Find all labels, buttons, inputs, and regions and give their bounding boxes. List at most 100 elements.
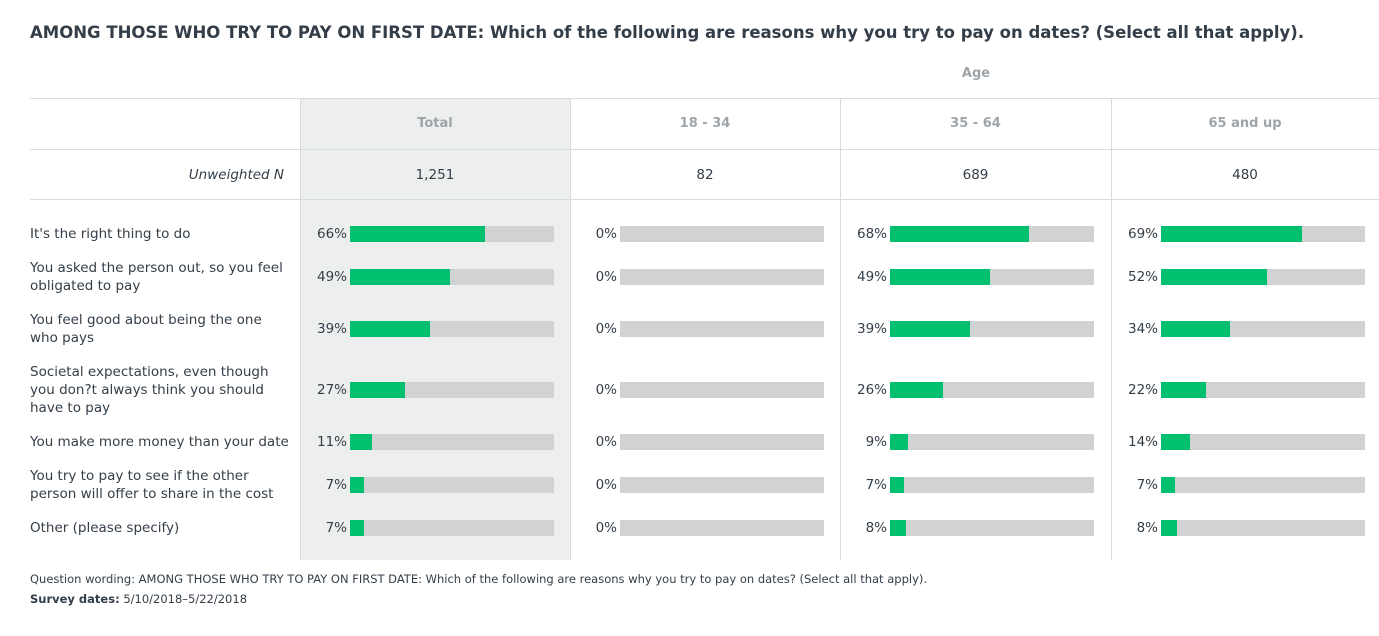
- bar-track: [620, 226, 824, 242]
- bar: [890, 434, 908, 450]
- bar-track: [620, 382, 824, 398]
- bar-track: [890, 434, 1094, 450]
- column-header: 18 - 34: [679, 116, 731, 131]
- row-label: Other (please specify): [30, 520, 180, 536]
- bar: [890, 269, 990, 285]
- percent-label: 0%: [595, 477, 617, 493]
- column-divider: [300, 99, 301, 560]
- percent-label: 69%: [1127, 226, 1158, 242]
- percent-label: 27%: [316, 382, 347, 398]
- column-header: 35 - 64: [950, 116, 1001, 131]
- percent-label: 11%: [316, 434, 347, 450]
- bar-track: [1161, 434, 1365, 450]
- n-row-bottom-rule: [30, 199, 1379, 200]
- bar: [350, 382, 405, 398]
- bar-track: [890, 321, 1094, 337]
- chart-title: AMONG THOSE WHO TRY TO PAY ON FIRST DATE…: [30, 23, 1305, 42]
- bar-track: [890, 226, 1094, 242]
- bar: [350, 226, 485, 242]
- bar: [350, 477, 364, 493]
- bar: [350, 434, 372, 450]
- bar-track: [350, 477, 554, 493]
- percent-label: 8%: [865, 520, 887, 536]
- row-label: It's the right thing to do: [30, 226, 191, 242]
- percent-label: 0%: [595, 269, 617, 285]
- bar-track: [620, 520, 824, 536]
- percent-label: 68%: [856, 226, 887, 242]
- percent-label: 0%: [595, 321, 617, 337]
- bar-track: [350, 321, 554, 337]
- percent-label: 14%: [1127, 434, 1158, 450]
- bar-track: [1161, 269, 1365, 285]
- percent-label: 39%: [316, 321, 347, 337]
- percent-label: 52%: [1127, 269, 1158, 285]
- percent-label: 39%: [856, 321, 887, 337]
- bar-track: [350, 520, 554, 536]
- bar: [1161, 269, 1267, 285]
- bar-track: [890, 269, 1094, 285]
- bar: [1161, 434, 1190, 450]
- percent-label: 66%: [316, 226, 347, 242]
- unweighted-n-value: 82: [696, 167, 714, 183]
- bar: [350, 520, 364, 536]
- bar: [1161, 477, 1175, 493]
- bar-track: [350, 269, 554, 285]
- age-group-label: Age: [961, 66, 991, 81]
- percent-label: 7%: [325, 477, 347, 493]
- bar: [890, 226, 1029, 242]
- percent-label: 49%: [856, 269, 887, 285]
- bar-track: [1161, 226, 1365, 242]
- unweighted-n-value: 480: [1232, 167, 1258, 183]
- percent-label: 9%: [865, 434, 887, 450]
- bar: [890, 321, 970, 337]
- bar-track: [890, 477, 1094, 493]
- bar-track: [890, 520, 1094, 536]
- percent-label: 34%: [1127, 321, 1158, 337]
- bar-track: [620, 434, 824, 450]
- column-header: Total: [417, 116, 453, 131]
- bar-track: [890, 382, 1094, 398]
- bar-track: [620, 321, 824, 337]
- percent-label: 0%: [595, 382, 617, 398]
- percent-label: 7%: [865, 477, 887, 493]
- percent-label: 26%: [856, 382, 887, 398]
- bar-track: [1161, 520, 1365, 536]
- bar-track: [350, 226, 554, 242]
- percent-label: 8%: [1136, 520, 1158, 536]
- percent-label: 22%: [1127, 382, 1158, 398]
- row-label: You asked the person out, so you feel ob…: [30, 260, 283, 294]
- row-label: You make more money than your date: [30, 434, 289, 450]
- percent-label: 49%: [316, 269, 347, 285]
- bar: [1161, 321, 1230, 337]
- percent-label: 0%: [595, 520, 617, 536]
- bar: [890, 382, 943, 398]
- column-divider: [840, 99, 841, 560]
- column-divider: [1111, 99, 1112, 560]
- bar-track: [350, 382, 554, 398]
- bar: [1161, 520, 1177, 536]
- percent-label: 7%: [1136, 477, 1158, 493]
- row-label: You try to pay to see if the other perso…: [30, 468, 274, 502]
- header-top-rule: [30, 98, 1379, 99]
- survey-dates-label: Survey dates:: [30, 592, 120, 606]
- bar: [890, 520, 906, 536]
- bar-track: [620, 269, 824, 285]
- bar: [350, 321, 430, 337]
- bar-track: [1161, 382, 1365, 398]
- unweighted-n-value: 1,251: [415, 167, 455, 183]
- unweighted-n-label: Unweighted N: [188, 167, 284, 183]
- row-label: Societal expectations, even though you d…: [30, 364, 269, 416]
- bar-track: [1161, 477, 1365, 493]
- percent-label: 7%: [325, 520, 347, 536]
- header-bottom-rule: [30, 149, 1379, 150]
- bar-track: [620, 477, 824, 493]
- row-label: You feel good about being the one who pa…: [30, 312, 262, 346]
- column-header: 65 and up: [1208, 116, 1282, 131]
- bar: [350, 269, 450, 285]
- column-divider: [570, 99, 571, 560]
- percent-label: 0%: [595, 226, 617, 242]
- bar: [1161, 226, 1302, 242]
- survey-dates: Survey dates: 5/10/2018–5/22/2018: [30, 592, 247, 606]
- bar: [890, 477, 904, 493]
- bar-track: [1161, 321, 1365, 337]
